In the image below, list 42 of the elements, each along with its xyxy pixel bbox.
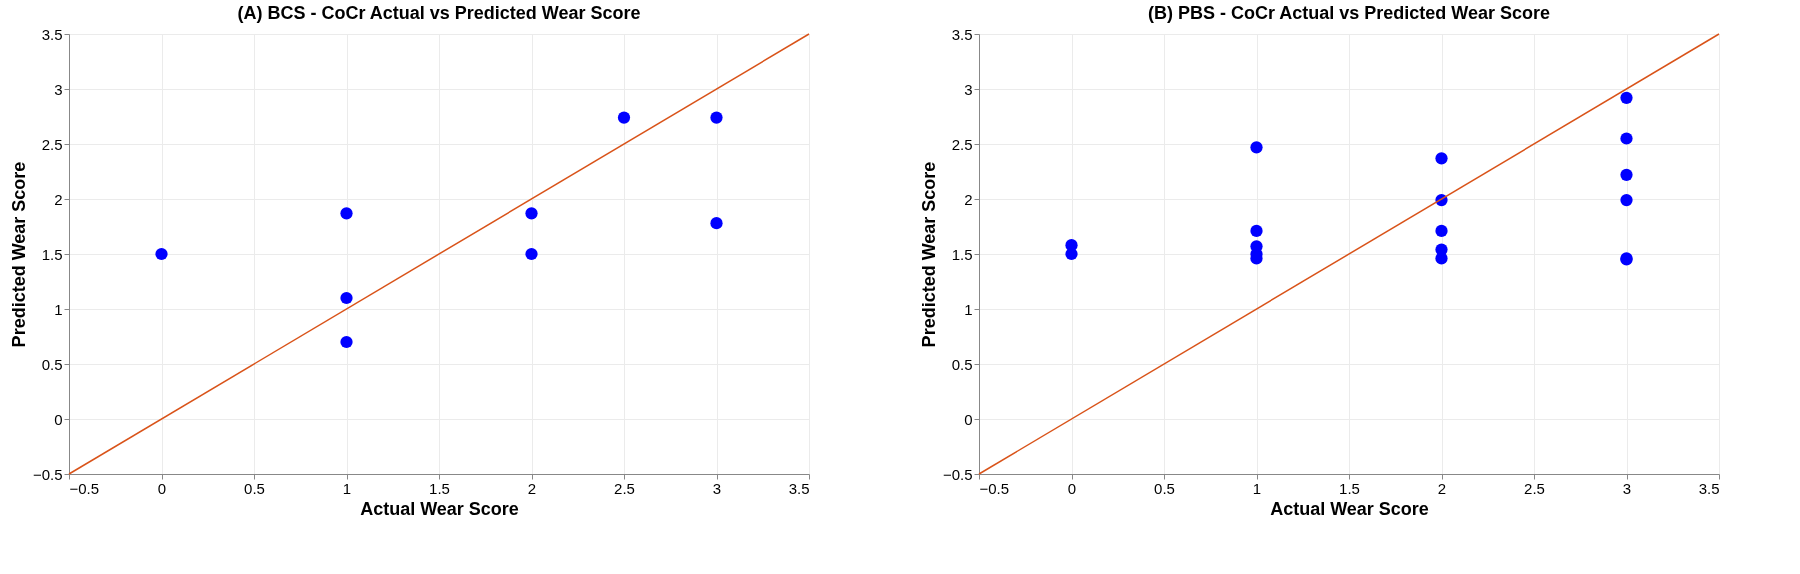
y-tick-label: 1	[964, 300, 973, 318]
y-tick-label: 2	[964, 190, 973, 208]
x-tick-label: −0.5	[69, 479, 100, 497]
x-tick-label: 0	[1067, 479, 1077, 497]
y-axis-title: Predicted Wear Score	[918, 161, 939, 348]
x-tick-label: 0.5	[244, 479, 265, 497]
y-tick-label: 0	[964, 410, 973, 428]
x-tick-label: 3	[1622, 479, 1632, 497]
y-tick-label: 3.5	[41, 25, 63, 43]
y-tick-label: 3.5	[951, 25, 973, 43]
y-tick-label: 3	[964, 80, 973, 98]
x-tick-label: 3.5	[1698, 479, 1720, 497]
y-axis-title: Predicted Wear Score	[8, 161, 29, 348]
y-tick-label: −0.5	[32, 465, 63, 483]
chart-title: (A) BCS - CoCr Actual vs Predicted Wear Score	[237, 3, 641, 23]
x-tick-label: 1.5	[429, 479, 450, 497]
x-tick-label: 1.5	[1339, 479, 1360, 497]
y-tick-label: 0	[54, 410, 63, 428]
x-tick-label: 2.5	[614, 479, 635, 497]
x-tick-label: 2	[527, 479, 537, 497]
x-tick-label: 2	[1437, 479, 1447, 497]
y-tick-label: 1	[54, 300, 63, 318]
y-tick-label: 2	[54, 190, 63, 208]
x-tick-label: 0	[157, 479, 167, 497]
y-tick-label: 2.5	[41, 135, 63, 153]
y-tick-label: 0.5	[41, 355, 63, 373]
x-tick-label: −0.5	[979, 479, 1010, 497]
x-tick-label: 3.5	[788, 479, 810, 497]
chart-title: (B) PBS - CoCr Actual vs Predicted Wear Score	[1147, 3, 1551, 23]
y-tick-label: 1.5	[41, 245, 63, 263]
x-tick-label: 3	[712, 479, 722, 497]
x-tick-label: 2.5	[1524, 479, 1545, 497]
y-tick-label: 1.5	[951, 245, 973, 263]
y-tick-label: 2.5	[951, 135, 973, 153]
y-tick-label: 0.5	[951, 355, 973, 373]
y-tick-label: −0.5	[942, 465, 973, 483]
x-tick-label: 0.5	[1154, 479, 1175, 497]
y-tick-label: 3	[54, 80, 63, 98]
x-axis-title: Actual Wear Score	[360, 498, 519, 519]
x-axis-title: Actual Wear Score	[1270, 498, 1429, 519]
x-tick-label: 1	[1252, 479, 1262, 497]
x-tick-label: 1	[342, 479, 352, 497]
